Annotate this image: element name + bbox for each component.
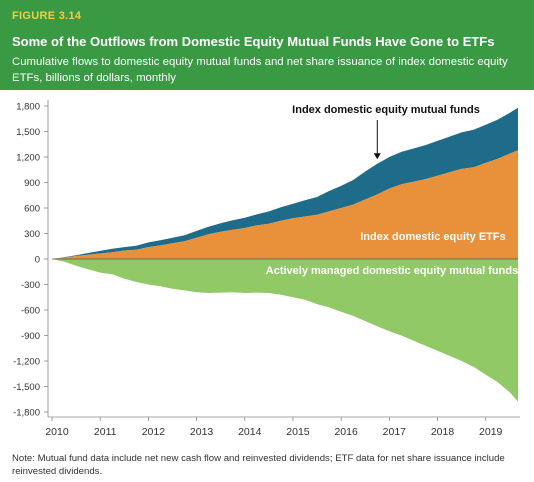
label-index-mutual-funds: Index domestic equity mutual funds [292,104,480,116]
x-tick-label: 2018 [431,426,455,438]
y-tick-label: -1,500 [13,382,40,393]
figure-header: FIGURE 3.14 Some of the Outflows from Do… [0,0,534,90]
label-index-etfs: Index domestic equity ETFs [360,231,505,243]
x-tick-label: 2016 [334,426,358,438]
y-tick-label: 300 [24,229,40,240]
chart-subtitle: Cumulative flows to domestic equity mutu… [12,56,508,84]
chart-note: Note: Mutual fund data include net new c… [12,453,505,477]
x-tick-label: 2019 [479,426,503,438]
x-tick-label: 2014 [238,426,262,438]
plot-frame [47,100,520,418]
x-tick-label: 2010 [45,426,69,438]
annotation-arrow [373,120,381,160]
y-tick-label: 1,500 [16,127,40,138]
area-active-mutual-funds [52,259,518,402]
y-tick-label: 1,200 [16,153,40,164]
area-chart: 1,800 1,500 1,200 900 600 300 0 -300 -600 -900 -1,… [13,100,520,438]
y-tick-label: 900 [24,178,40,189]
y-tick-label: -900 [21,331,40,342]
x-tick-label: 2012 [142,426,166,438]
series-areas [52,107,518,402]
label-active-mutual-funds: Actively managed domestic equity mutual … [266,265,518,277]
y-tick-label: -1,800 [13,408,40,419]
figure-label: FIGURE 3.14 [12,10,82,22]
y-tick-label: -1,200 [13,357,40,368]
x-tick-label: 2013 [190,426,214,438]
x-tick-label: 2011 [94,426,117,438]
x-tick-label: 2015 [286,426,310,438]
x-tick-label: 2017 [383,426,407,438]
chart-title: Some of the Outflows from Domestic Equit… [12,34,495,49]
area-index-etfs [52,150,518,259]
y-tick-label: -600 [21,306,40,317]
x-axis-ticks: 2010 2011 2012 2013 2014 2015 2016 2017 2018 2019 [45,417,503,438]
y-axis-ticks: 1,800 1,500 1,200 900 600 300 0 -300 -600 -900 -1,… [13,102,48,419]
arrow-head [373,153,381,160]
y-tick-label: 0 [35,255,40,266]
y-tick-label: 1,800 [16,102,40,113]
y-tick-label: 600 [24,204,40,215]
series-labels: Index domestic equity mutual funds Index… [266,104,518,277]
y-tick-label: -300 [21,280,40,291]
